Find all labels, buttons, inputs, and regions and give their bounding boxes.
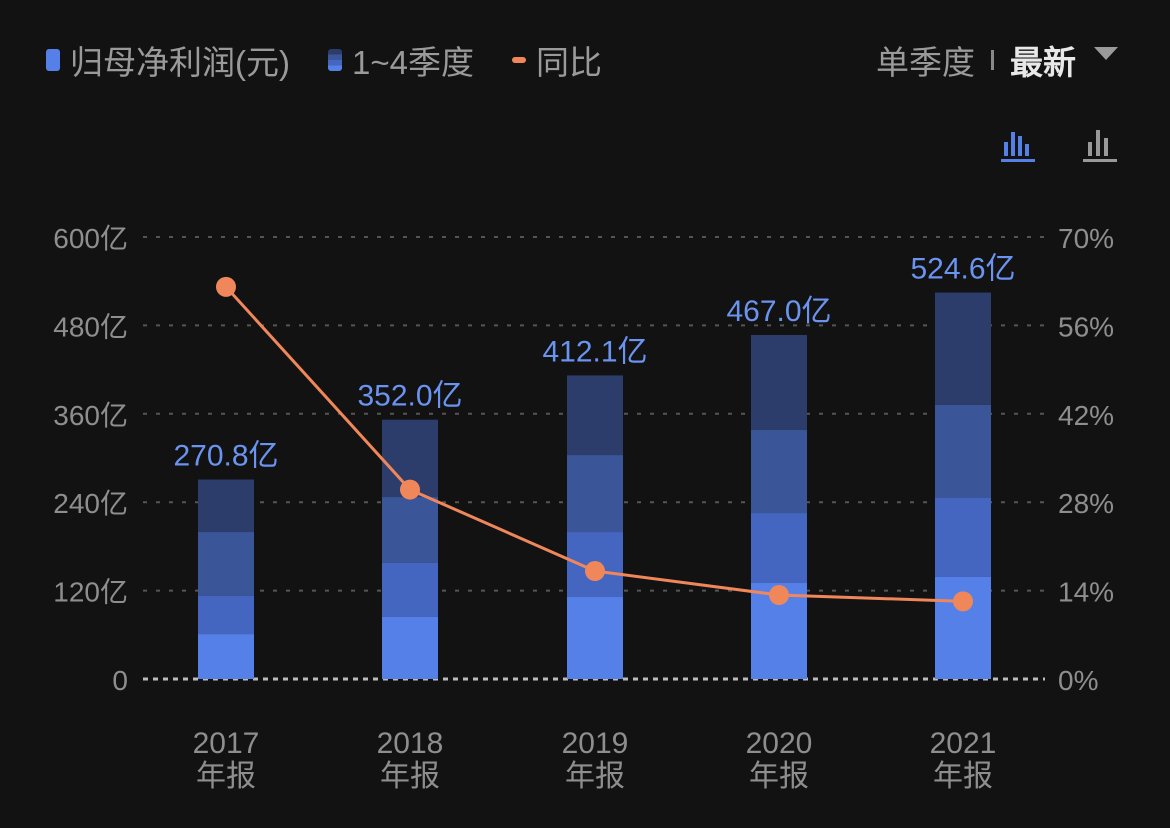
legend-swatch-orange [511,57,526,63]
y-right-tick-label: 56% [1058,311,1114,342]
x-tick-label-suffix: 年报 [749,760,809,793]
x-tick-label-suffix: 年报 [565,760,625,793]
x-tick-label-year: 2021 [930,727,997,760]
legend-label: 归母净利润(元) [70,44,290,81]
bar-segment-q4 [198,479,254,533]
legend: 归母净利润(元) 1~4季度 同比 [46,36,640,84]
bar-total-label: 412.1亿 [542,335,647,368]
yoy-point [216,276,236,297]
bar-segment-q3 [567,455,623,533]
bar-chart-icon[interactable] [1082,128,1118,162]
caret-down-icon[interactable] [1094,46,1118,60]
legend-label: 同比 [535,44,602,81]
legend-net-profit[interactable]: 归母净利润(元) [46,36,290,84]
x-tick-label-year: 2018 [377,727,444,760]
x-tick-label-year: 2019 [562,727,629,760]
bar-segment-q3 [935,404,991,499]
y-right-tick-label: 42% [1058,400,1114,431]
bar-segment-q4 [751,334,807,431]
latest-dropdown[interactable]: 最新 [1010,44,1076,81]
bar-total-label: 467.0亿 [726,295,831,328]
x-tick-label-suffix: 年报 [380,760,440,793]
bar-total-label: 524.6亿 [910,253,1015,286]
x-tick-label-year: 2017 [193,727,260,760]
x-tick-label-year: 2020 [746,727,813,760]
y-right-tick-label: 0% [1058,665,1098,696]
y-left-tick-label: 360亿 [53,400,128,431]
bar-segment-q3 [751,430,807,514]
legend-swatch-blue [46,49,60,71]
x-tick-label-suffix: 年报 [933,760,993,793]
y-left-tick-label: 240亿 [53,488,128,519]
legend-swatch-stacked [327,49,342,71]
bar-segment-q1 [198,634,254,679]
bar-segment-q2 [382,562,438,617]
bar-segment-q4 [935,292,991,405]
stacked-bar-chart-icon[interactable] [1000,128,1036,162]
divider [991,50,994,70]
y-left-tick-label: 480亿 [53,311,128,342]
legend-quarters[interactable]: 1~4季度 [327,36,474,84]
y-left-tick-label: 0 [112,665,128,696]
yoy-point [769,585,789,606]
bar-total-label: 352.0亿 [357,380,462,413]
bar-segment-q2 [198,595,254,635]
yoy-point [585,561,605,582]
bar-segment-q1 [382,616,438,679]
bar-segment-q3 [382,497,438,563]
bar-segment-q4 [567,375,623,456]
bar-total-label: 270.8亿 [173,440,278,473]
y-right-tick-label: 14% [1058,577,1114,608]
legend-label: 1~4季度 [351,44,474,81]
y-left-tick-label: 120亿 [53,577,128,608]
bar-segment-q3 [198,532,254,596]
y-right-tick-label: 28% [1058,488,1114,519]
single-quarter-toggle[interactable]: 单季度 [876,44,975,81]
legend-yoy[interactable]: 同比 [511,36,602,84]
yoy-point [953,591,973,612]
period-selector: 单季度 最新 [876,36,1118,84]
x-tick-label-suffix: 年报 [196,760,256,793]
bar-segment-q1 [567,597,623,679]
y-right-tick-label: 70% [1058,223,1114,254]
bar-segment-q2 [751,513,807,584]
bar-segment-q2 [935,498,991,577]
yoy-point [400,479,420,500]
y-left-tick-label: 600亿 [53,223,128,254]
